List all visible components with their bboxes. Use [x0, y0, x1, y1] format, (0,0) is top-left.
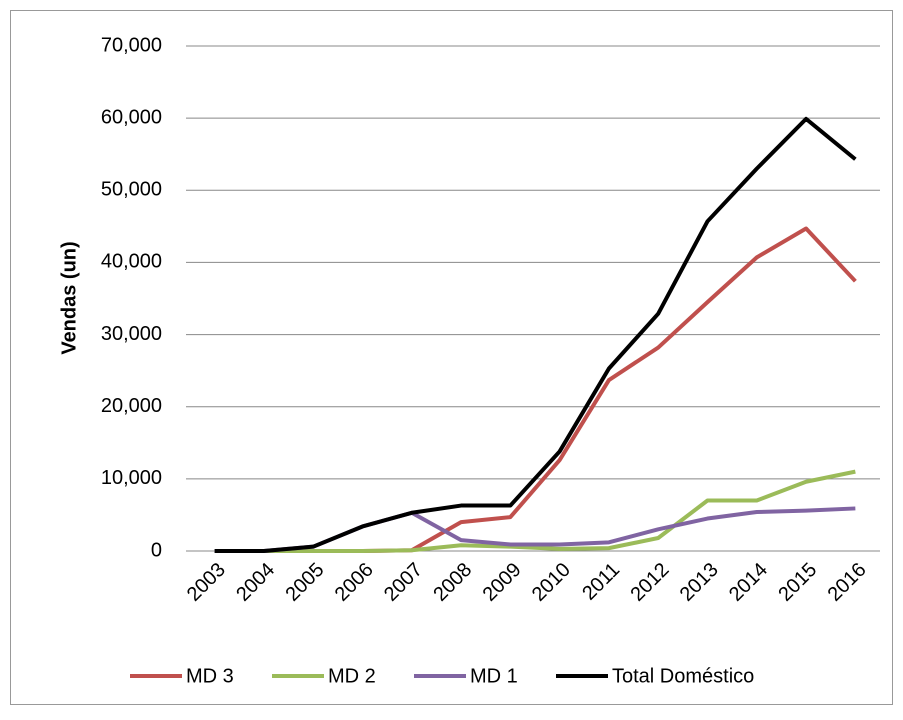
- x-tick-label: 2010: [528, 559, 575, 606]
- y-tick-label: 0: [151, 539, 162, 561]
- y-tick-label: 30,000: [101, 323, 162, 345]
- x-tick-label: 2014: [725, 559, 772, 606]
- chart-border: [10, 10, 893, 705]
- x-tick-label: 2011: [578, 559, 624, 605]
- x-tick-label: 2016: [824, 559, 871, 606]
- y-tick-label: 40,000: [101, 251, 162, 273]
- x-tick-label: 2003: [183, 559, 230, 606]
- y-tick-label: 50,000: [101, 179, 162, 201]
- x-tick-label: 2008: [429, 559, 476, 606]
- x-tick-label: 2015: [774, 559, 821, 606]
- y-tick-label: 60,000: [101, 106, 162, 128]
- legend-label: MD 2: [328, 665, 376, 687]
- x-tick-label: 2013: [676, 559, 723, 606]
- x-tick-label: 2004: [232, 559, 279, 606]
- legend-label: MD 3: [186, 665, 234, 687]
- x-tick-label: 2012: [626, 559, 673, 606]
- y-axis-title: Vendas (un): [58, 241, 80, 354]
- x-tick-label: 2007: [380, 559, 427, 606]
- y-tick-label: 70,000: [101, 34, 162, 56]
- legend-label: Total Doméstico: [612, 665, 754, 687]
- series-line: [214, 506, 856, 553]
- x-tick-label: 2005: [281, 559, 328, 606]
- y-tick-label: 10,000: [101, 467, 162, 489]
- series-line: [214, 116, 857, 553]
- x-tick-label: 2009: [479, 559, 526, 606]
- y-tick-label: 20,000: [101, 395, 162, 417]
- legend-label: MD 1: [470, 665, 518, 687]
- series-line: [214, 226, 857, 553]
- series-line: [214, 469, 856, 553]
- x-tick-label: 2006: [331, 559, 378, 606]
